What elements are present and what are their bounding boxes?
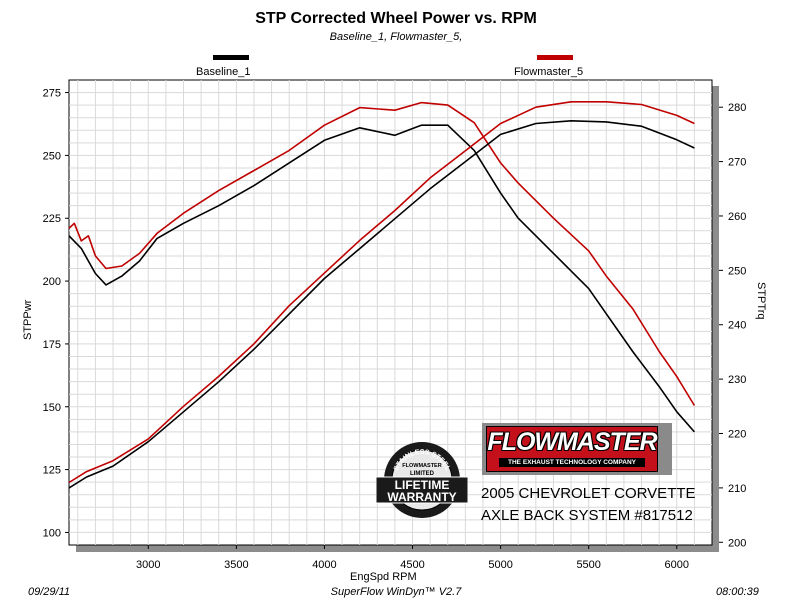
x-tick-label: 3500 — [224, 559, 248, 571]
y-left-tick-label: 200 — [43, 276, 61, 288]
x-tick-label: 6000 — [665, 559, 689, 571]
y-right-tick-label: 210 — [728, 483, 746, 495]
x-tick-label: 5000 — [488, 559, 512, 571]
x-tick-label: 4000 — [312, 559, 336, 571]
flowmaster-5-power-line — [68, 101, 696, 406]
badge-limited: LIMITED — [410, 471, 435, 477]
warranty-badge-icon: STAINLESS STEEL FLOWMASTER LIMITED LIFET… — [376, 442, 468, 518]
badge-brand: FLOWMASTER — [402, 463, 441, 469]
chart-subtitle: Baseline_1, Flowmaster_5, — [329, 31, 463, 43]
footer-time: 08:00:39 — [716, 586, 759, 598]
y-left-tick-label: 250 — [43, 150, 61, 162]
legend-swatch-baseline — [213, 55, 249, 60]
legend-label-flowmaster: Flowmaster_5 — [514, 66, 583, 78]
y-right-tick-label: 220 — [728, 429, 746, 441]
badge-lifetime: LIFETIME — [395, 478, 450, 492]
series-layer — [68, 101, 696, 489]
axis-layer: 3000 3500 4000 4500 5000 5500 6000 100 125 150 175… — [43, 88, 747, 571]
legend-swatch-flowmaster — [537, 55, 573, 60]
badge-warranty: WARRANTY — [387, 490, 456, 504]
x-axis-label: EngSpd RPM — [350, 571, 417, 583]
grid-layer — [69, 80, 712, 545]
y-left-tick-label: 175 — [43, 339, 61, 351]
y-left-tick-label: 275 — [43, 88, 61, 100]
x-tick-label: 5500 — [576, 559, 600, 571]
y-axis-label-right: STPTrq — [755, 282, 767, 320]
flowmaster-logo: FLOWMASTER THE EXHAUST TECHNOLOGY COMPAN… — [482, 423, 672, 475]
plot-shadow-right — [712, 86, 719, 552]
legend-label-baseline: Baseline_1 — [196, 66, 250, 78]
y-left-tick-label: 150 — [43, 402, 61, 414]
x-tick-label: 4500 — [400, 559, 424, 571]
vehicle-model: 2005 CHEVROLET CORVETTE — [481, 485, 696, 502]
chart-title: STP Corrected Wheel Power vs. RPM — [255, 10, 537, 27]
y-left-tick-label: 100 — [43, 527, 61, 539]
y-left-tick-label: 125 — [43, 465, 61, 477]
baseline-1-power-line — [68, 124, 696, 433]
y-right-tick-label: 200 — [728, 537, 746, 549]
y-right-tick-label: 260 — [728, 211, 746, 223]
y-right-tick-label: 270 — [728, 157, 746, 169]
y-right-tick-label: 250 — [728, 265, 746, 277]
y-axis-label-left: STPPwr — [22, 299, 34, 340]
y-left-tick-label: 225 — [43, 213, 61, 225]
flowmaster-5-torque-line — [68, 101, 695, 484]
footer-date: 09/29/11 — [28, 586, 71, 598]
x-tick-label: 3000 — [136, 559, 160, 571]
exhaust-system: AXLE BACK SYSTEM #817512 — [481, 507, 693, 524]
y-right-tick-label: 280 — [728, 102, 746, 114]
flowmaster-logo-tagline: THE EXHAUST TECHNOLOGY COMPANY — [499, 458, 645, 467]
baseline-1-torque-line — [68, 120, 695, 489]
y-right-tick-label: 240 — [728, 320, 746, 332]
footer-software: SuperFlow WinDyn™ V2.7 — [330, 586, 462, 598]
flowmaster-logo-plate: FLOWMASTER THE EXHAUST TECHNOLOGY COMPAN… — [486, 426, 658, 472]
y-right-tick-label: 230 — [728, 374, 746, 386]
flowmaster-logo-text: FLOWMASTER — [487, 428, 657, 456]
plot-shadow-bottom — [76, 545, 719, 552]
